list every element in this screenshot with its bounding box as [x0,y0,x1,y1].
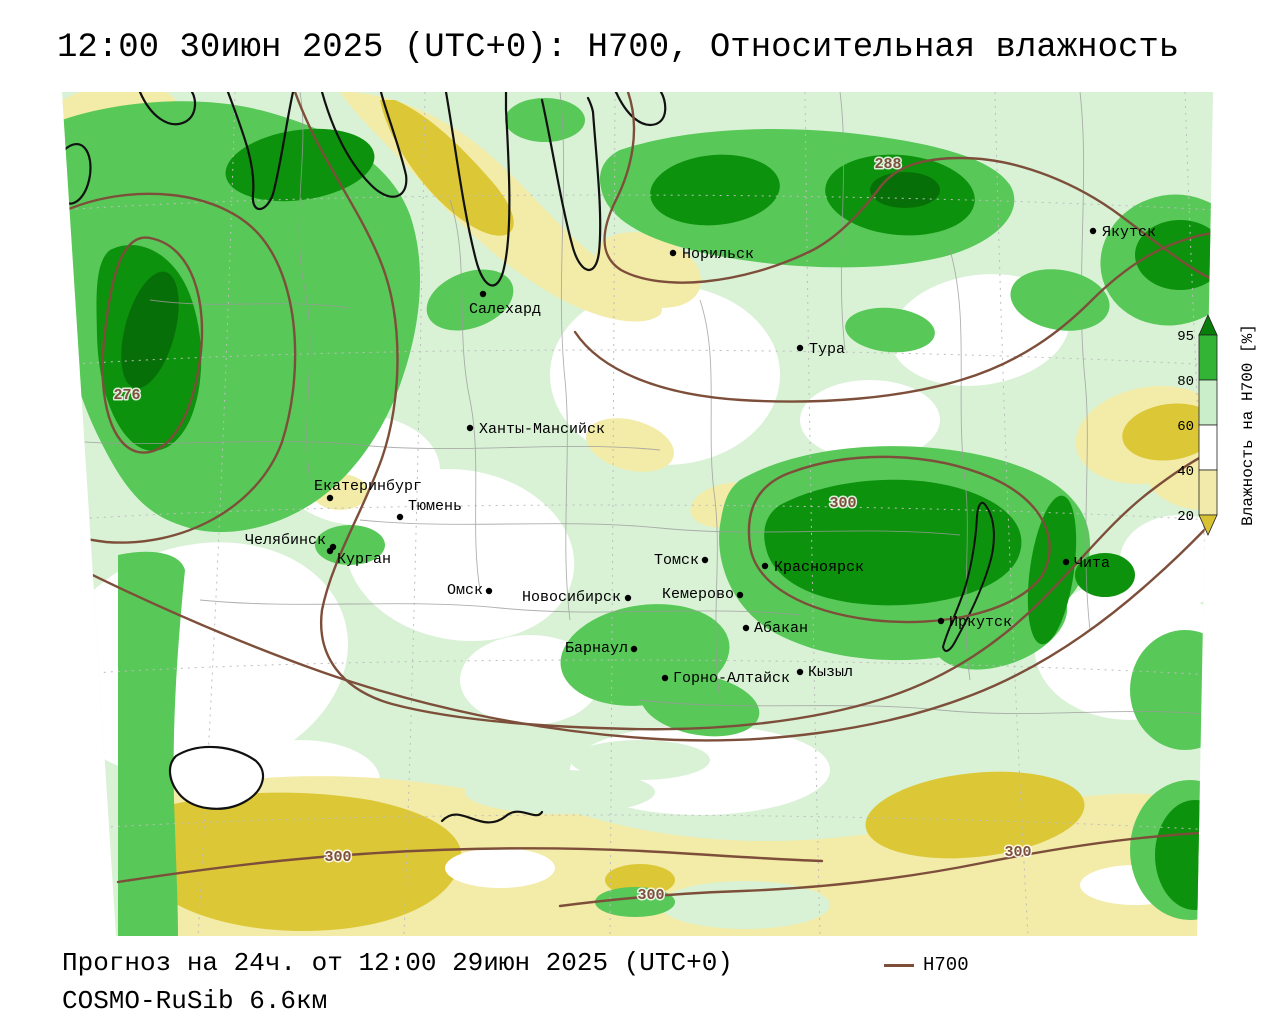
city-dot-Курган [326,547,334,555]
ob-estuary [444,92,511,287]
city-label-Чита: Чита [1074,555,1110,572]
legend-label: H700 [923,954,969,976]
contour-label-276-0: 276 [113,387,140,404]
contour-label-300-3: 300 [324,849,351,866]
contour-label-300-5: 300 [1004,844,1031,861]
lake-south-west [168,745,265,810]
city-dot-Норильск [669,249,677,257]
city-label-Якутск: Якутск [1102,224,1156,241]
city-label-Тура: Тура [809,341,845,358]
cities: Якутск Норильск Салехард Тура Ханты-Мансийск… [245,224,1156,687]
gold-very-low-humidity-areas [134,100,1213,931]
colorbar-tick-60: 60 [1177,419,1194,435]
city-dot-Кызыл [796,668,804,676]
city-dot-Кемерово [736,591,744,599]
colorbar-segment [1198,379,1218,426]
colorbar-arrow-down [1198,514,1218,536]
map-layers [62,92,1213,936]
city-label-Томск: Томск [654,552,699,569]
city-label-Ханты-Мансийск: Ханты-Мансийск [479,421,605,438]
city-dot-Ханты-Мансийск [466,424,474,432]
contour-label-300-4: 300 [637,887,664,904]
city-dot-Красноярск [761,562,769,570]
city-label-Кемерово: Кемерово [662,586,734,603]
city-dot-Томск [701,556,709,564]
h700-contours [62,92,1213,908]
city-label-Новосибирск: Новосибирск [522,589,621,606]
colorbar-tick-80: 80 [1177,374,1194,390]
taz-gulf [540,96,602,272]
city-dot-Чита [1062,558,1070,566]
city-label-Иркутск: Иркутск [949,614,1012,631]
coast-yamal [226,92,295,211]
lake-baikal [942,501,995,652]
colorbar-segment [1198,334,1218,381]
city-label-Тюмень: Тюмень [408,498,462,515]
city-label-Салехард: Салехард [469,301,541,318]
city-dot-Барнаул [630,645,638,653]
city-label-Барнаул: Барнаул [565,640,628,657]
city-label-Норильск: Норильск [682,246,754,263]
city-dot-Новосибирск [624,594,632,602]
city-label-Кызыл: Кызыл [808,664,853,681]
city-dot-Якутск [1089,227,1097,235]
city-dot-Омск [485,587,493,595]
city-label-Красноярск: Красноярск [774,559,864,576]
city-dot-Тура [796,344,804,352]
model-info: COSMO-RuSib 6.6км [62,986,328,1016]
city-label-Горно-Алтайск: Горно-Алтайск [673,670,790,687]
river-south [440,810,544,824]
city-dot-Абакан [742,624,750,632]
city-label-Омск: Омск [447,582,483,599]
colorbar-tick-40: 40 [1177,464,1194,480]
admin-borders [62,92,1213,716]
city-label-Екатеринбург: Екатеринбург [314,478,422,495]
city-label-Абакан: Абакан [754,620,808,637]
colorbar: 95 80 60 40 20 Влажность на H700 [%] [1177,314,1257,536]
city-label-Челябинск: Челябинск [245,532,326,549]
map-title: 12:00 30июн 2025 (UTC+0): H700, Относите… [57,29,1180,67]
colorbar-tick-20: 20 [1177,509,1194,525]
bottom-band-accents [445,740,1190,929]
coastlines [62,92,995,824]
city-dot-Горно-Алтайск [661,674,669,682]
contour-legend: H700 [884,954,969,976]
forecast-info: Прогноз на 24ч. от 12:00 29июн 2025 (UTC… [62,948,733,978]
contour-label-288-1: 288 [874,156,901,173]
contour-label-300-2: 300 [829,495,856,512]
city-dot-Салехард [479,290,487,298]
colorbar-segment [1198,424,1218,471]
city-dot-Иркутск [937,617,945,625]
colorbar-tick-95: 95 [1177,329,1194,345]
h700-line-sample [884,963,914,967]
colorbar-axis-label: Влажность на H700 [%] [1239,324,1257,526]
coast-white-sea [138,92,197,126]
colorbar-segment [1198,469,1218,516]
city-dot-Екатеринбург [326,494,334,502]
city-label-Курган: Курган [337,551,391,568]
city-dot-Тюмень [396,513,404,521]
contour-labels: 276 288 300 300 300 300 [112,155,1033,906]
